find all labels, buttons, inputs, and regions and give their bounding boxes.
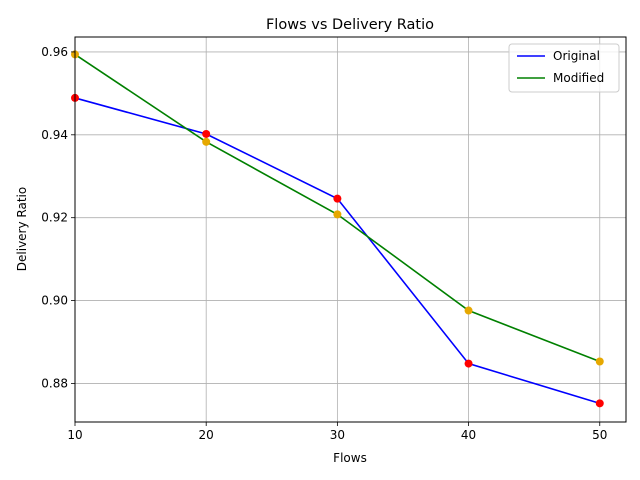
x-tick-label: 20 xyxy=(199,428,214,442)
legend: Original Modified xyxy=(508,43,620,93)
x-tick-label: 40 xyxy=(461,428,476,442)
y-axis: 0.88 0.90 0.92 0.94 0.96 xyxy=(41,45,75,390)
data-point-original xyxy=(202,129,211,138)
y-tick-label: 0.88 xyxy=(41,376,68,390)
legend-label-original: Original xyxy=(553,49,600,63)
legend-label-modified: Modified xyxy=(553,71,604,85)
data-point-modified xyxy=(202,137,211,146)
y-axis-label: Delivery Ratio xyxy=(15,187,29,271)
x-tick-label: 30 xyxy=(330,428,345,442)
axes-frame xyxy=(74,36,627,423)
data-point-modified xyxy=(464,306,473,315)
x-axis-label: Flows xyxy=(333,451,367,465)
data-point-original xyxy=(333,194,342,203)
series-layer xyxy=(71,50,604,408)
x-tick-label: 10 xyxy=(67,428,82,442)
x-axis: 10 20 30 40 50 xyxy=(67,422,607,442)
x-tick-label: 50 xyxy=(592,428,607,442)
data-point-original xyxy=(464,359,473,368)
y-tick-label: 0.90 xyxy=(41,294,68,308)
chart-title: Flows vs Delivery Ratio xyxy=(266,17,434,33)
data-point-modified xyxy=(595,357,604,366)
y-tick-label: 0.94 xyxy=(41,128,68,142)
y-tick-label: 0.92 xyxy=(41,211,68,225)
y-tick-label: 0.96 xyxy=(41,45,68,59)
legend-items: Original Modified xyxy=(517,49,604,85)
data-point-original xyxy=(595,399,604,408)
data-point-modified xyxy=(333,210,342,219)
